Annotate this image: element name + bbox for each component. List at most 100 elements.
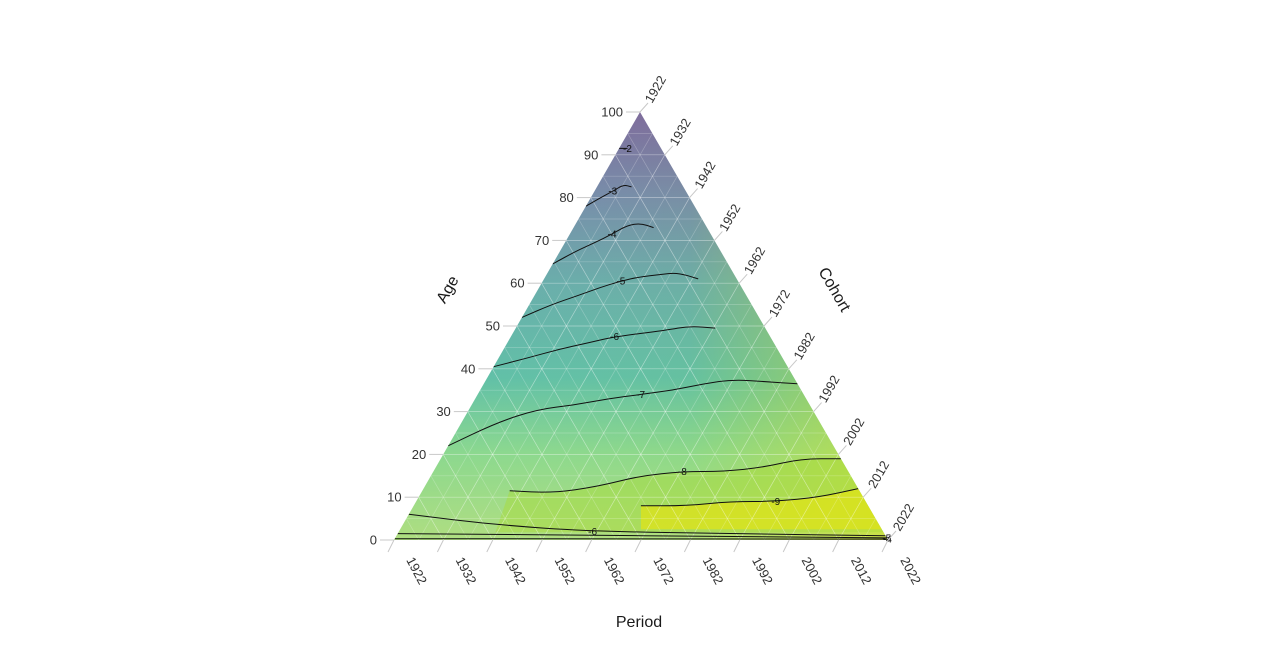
period-tick — [486, 539, 494, 553]
grid-line — [714, 390, 802, 540]
cohort-tick — [763, 316, 773, 327]
period-tick-label: 1942 — [502, 554, 529, 587]
period-tick — [683, 539, 691, 553]
age-tick-label: 30 — [436, 404, 450, 419]
period-tick-label: 1922 — [403, 554, 430, 587]
cohort-tick-label: 1952 — [716, 201, 743, 234]
age-axis-title: Age — [434, 273, 463, 306]
period-tick-label: 2022 — [897, 554, 924, 587]
contour-label: -9 — [771, 497, 780, 508]
cohort-tick-label: 1932 — [666, 116, 693, 149]
cohort-tick — [639, 102, 649, 113]
period-tick-label: 1982 — [700, 554, 727, 587]
contour-label: -4 — [608, 229, 617, 240]
grid-line — [862, 518, 876, 540]
period-tick-label: 1932 — [453, 554, 480, 587]
cohort-tick — [664, 145, 674, 156]
grid-line — [405, 518, 420, 540]
cohort-tick — [738, 273, 748, 284]
cohort-tick-label: 1962 — [741, 244, 768, 277]
surface-tint — [394, 112, 888, 540]
age-tick-label: 50 — [486, 319, 500, 334]
grid-line — [467, 411, 543, 540]
contour-lines — [394, 147, 888, 540]
grid-line — [566, 261, 728, 540]
grid-line — [739, 411, 814, 540]
period-tick-label: 1962 — [601, 554, 628, 587]
grid-line — [517, 218, 703, 540]
cohort-tick — [714, 231, 723, 241]
grid-line — [838, 497, 864, 540]
grid-line — [467, 176, 678, 540]
grid-line — [418, 133, 653, 540]
age-tick-label: 60 — [510, 276, 524, 291]
cohort-axis-title: Cohort — [815, 265, 854, 316]
cohort-tick — [813, 402, 822, 412]
grid-line — [565, 240, 741, 540]
period-tick — [387, 539, 395, 553]
contour-line — [408, 513, 886, 537]
grid-line — [553, 261, 716, 540]
grid-line — [492, 368, 592, 540]
period-tick-label: 2002 — [799, 554, 826, 587]
age-tick-label: 0 — [370, 533, 377, 548]
cohort-tick-label: 1992 — [815, 373, 842, 406]
contour-line — [493, 326, 716, 368]
grid-line — [443, 154, 666, 540]
grid-line — [764, 432, 827, 540]
period-tick — [881, 539, 889, 553]
cohort-tick-label: 2002 — [840, 415, 867, 448]
grid-line — [690, 368, 790, 540]
cohort-tick — [838, 445, 847, 455]
cohort-tick — [862, 487, 872, 498]
contour-line — [585, 185, 632, 207]
grid-line — [516, 325, 642, 540]
grid-line — [665, 347, 777, 540]
grid-line — [615, 154, 839, 540]
contour-label: -3 — [608, 187, 617, 198]
contour-label: -7 — [636, 390, 645, 401]
grid-line — [430, 475, 469, 540]
plot-area: -2-3-4-5-6-7-8-9-6-5-4 — [394, 112, 892, 546]
age-tick-label: 100 — [601, 105, 623, 120]
triangular-grid — [405, 133, 876, 540]
cohort-tick — [887, 530, 897, 541]
period-tick-label: 1952 — [552, 554, 579, 587]
grid-line — [640, 325, 765, 540]
grid-line — [418, 497, 444, 540]
period-tick — [733, 539, 741, 553]
cohort-tick — [689, 188, 698, 198]
grid-line — [591, 283, 740, 540]
grid-line — [528, 304, 667, 540]
grid-line — [541, 283, 691, 540]
contour-line — [447, 379, 798, 447]
contour-label: -8 — [678, 467, 687, 478]
contour-label: -5 — [616, 277, 625, 288]
period-tick — [832, 539, 840, 553]
age-tick-label: 90 — [584, 147, 598, 162]
grid-line — [455, 432, 518, 540]
grid-line — [504, 347, 617, 540]
period-tick — [436, 539, 444, 553]
age-tick-label: 70 — [535, 233, 549, 248]
cohort-tick — [788, 359, 798, 370]
age-tick-label: 80 — [559, 190, 573, 205]
grid-line — [479, 390, 568, 540]
contour-line — [521, 272, 699, 318]
grid-line — [442, 454, 494, 540]
contour-line — [397, 533, 887, 539]
period-tick — [535, 539, 543, 553]
cohort-tick-label: 1972 — [766, 287, 793, 320]
grid-line — [813, 475, 852, 540]
cohort-tick-label: 1922 — [642, 73, 669, 106]
contour-label: -2 — [623, 144, 632, 155]
contour-label: -6 — [610, 332, 619, 343]
age-tick-label: 20 — [412, 447, 426, 462]
contour-label: -5 — [882, 533, 891, 544]
level-regions — [495, 458, 884, 533]
cohort-tick-label: 1982 — [790, 330, 817, 363]
cohort-tick-label: 2022 — [890, 501, 917, 534]
cohort-tick-label: 1942 — [691, 159, 718, 192]
contour-label: -6 — [588, 527, 597, 538]
